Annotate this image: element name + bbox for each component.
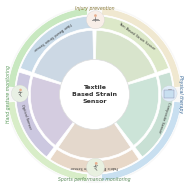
Text: Optical Sensor: Optical Sensor xyxy=(20,104,32,130)
Text: Fabric Based Strain Sensor: Fabric Based Strain Sensor xyxy=(71,165,118,169)
Circle shape xyxy=(161,86,177,101)
Circle shape xyxy=(60,60,129,129)
Wedge shape xyxy=(8,101,88,181)
Wedge shape xyxy=(94,30,155,94)
Circle shape xyxy=(86,11,105,29)
Bar xyxy=(164,90,174,98)
Text: Composite Sensor: Composite Sensor xyxy=(156,101,170,133)
Text: Injury prevention: Injury prevention xyxy=(75,6,114,11)
Wedge shape xyxy=(20,16,93,72)
Wedge shape xyxy=(101,8,181,88)
Wedge shape xyxy=(50,149,139,173)
Text: Fiber Based Strain Sensor: Fiber Based Strain Sensor xyxy=(32,21,71,51)
Wedge shape xyxy=(101,101,181,181)
Circle shape xyxy=(11,85,28,102)
Circle shape xyxy=(6,6,183,183)
Wedge shape xyxy=(34,30,94,94)
Wedge shape xyxy=(58,94,131,159)
Text: Sports performance monitoring: Sports performance monitoring xyxy=(58,177,131,182)
Text: Yarn Based Strain Sensor: Yarn Based Strain Sensor xyxy=(118,21,156,50)
Circle shape xyxy=(19,89,22,91)
Circle shape xyxy=(94,14,97,17)
Wedge shape xyxy=(94,76,159,146)
Wedge shape xyxy=(30,76,94,146)
Text: Hand gesture monitoring: Hand gesture monitoring xyxy=(6,66,11,123)
Text: Textile
Based Strain
Sensor: Textile Based Strain Sensor xyxy=(72,85,117,104)
Wedge shape xyxy=(16,72,54,157)
Wedge shape xyxy=(135,72,173,157)
Circle shape xyxy=(95,162,98,165)
Text: Physical therapy: Physical therapy xyxy=(178,75,183,114)
Circle shape xyxy=(86,158,105,176)
Wedge shape xyxy=(8,8,88,88)
Circle shape xyxy=(15,15,174,174)
Wedge shape xyxy=(96,16,169,72)
